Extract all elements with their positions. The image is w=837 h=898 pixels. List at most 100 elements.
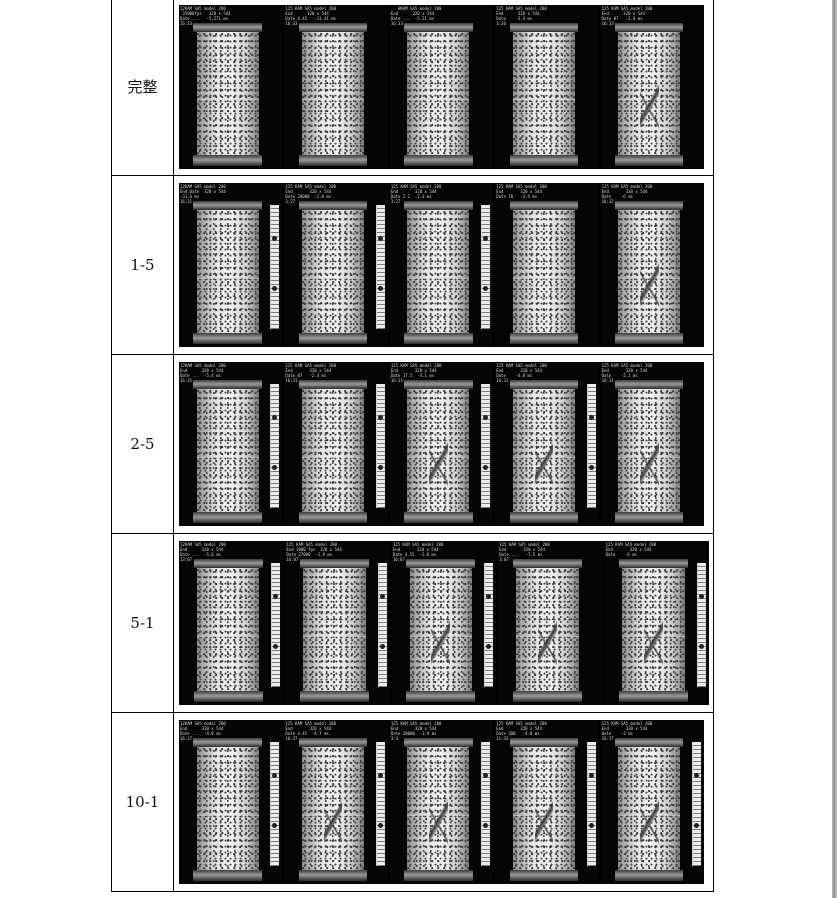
joint-line [407, 456, 470, 458]
camera-frame: 125 KAM SA5 model 200 End 320 x 544 Date… [495, 4, 599, 169]
joint-line [407, 277, 470, 279]
rock-specimen [512, 210, 575, 333]
specimen-photo-table: 完整 12KAM SA5 model 200 35000fps 320 x 544… [111, 0, 714, 892]
joint-line [512, 99, 575, 101]
joint-line [515, 635, 579, 637]
joint-line [512, 456, 575, 458]
joint-line [512, 814, 575, 816]
camera-frame: 125 KAM SA5 model 200 End 320 x 544 Date… [495, 720, 599, 884]
high-speed-camera-strip: 12KAM SA5 model 200 End 320 x 544 Date .… [179, 720, 704, 884]
camera-overlay-text: 125 KAM SA5 model 200 End 320 x 544 Date… [496, 721, 547, 741]
photo-cell: 12KAM SA5 model 200 End 320 x 544 Date .… [173, 712, 714, 892]
upper-platen [193, 201, 262, 210]
rock-specimen [515, 568, 579, 691]
rock-specimen [512, 31, 575, 155]
lower-platen [509, 333, 578, 344]
upper-platen [619, 559, 689, 568]
rock-specimen [407, 210, 470, 333]
row-label: 5-1 [111, 533, 174, 713]
camera-overlay-text: 12KAM SA5 model 200 End Date 320 x 544 -… [180, 184, 226, 204]
upper-platen [404, 738, 473, 747]
joint-line [512, 277, 575, 279]
camera-overlay-text: 125 KAM SA5 model 200 End 320 x 544 Date… [605, 542, 657, 557]
lower-platen [193, 512, 262, 523]
lower-platen [193, 154, 262, 166]
scale-ruler [586, 384, 596, 508]
scale-ruler [270, 384, 280, 508]
camera-overlay-text: 125 KAM SA5 model 200 End 320 x 544 Date… [285, 721, 336, 741]
camera-frame: 12KAM SA5 model 200 End 320 x 544 Date .… [179, 362, 283, 526]
rock-specimen [407, 389, 470, 512]
camera-frame: 125 KAM SA5 model 200 End 320 x 544 Date… [600, 362, 704, 526]
camera-overlay-text: 12KAM SA5 model 200 End 320 x 544 Date .… [180, 542, 226, 562]
camera-overlay-text: 125 KAM SA5 model 200 End 320 x 544 Date… [601, 5, 653, 26]
lower-platen [615, 154, 684, 166]
camera-frame: 125 KAM SA5 model 200 End 320 x 544 Date… [495, 183, 599, 347]
upper-platen [193, 559, 263, 568]
lower-platen [509, 154, 578, 166]
lower-platen [404, 154, 473, 166]
camera-frame: 125 KAM SA5 model 200 End 320 x 544 Date… [389, 362, 494, 526]
joint-line [622, 635, 685, 637]
camera-overlay-text: 125 KAM SA5 model 200 End 320 x 544 Date… [392, 542, 444, 562]
scale-ruler [481, 742, 491, 866]
lower-platen [615, 870, 684, 881]
upper-platen [509, 22, 578, 32]
rock-specimen [196, 568, 260, 691]
camera-overlay-text: 12KAM SA5 model 200 End 320 x 544 Date .… [180, 363, 226, 383]
rock-specimen [196, 389, 259, 512]
high-speed-camera-strip: 12KAM SA5 model 200 End Date 320 x 544 -… [179, 183, 704, 347]
row-label: 1-5 [111, 175, 174, 355]
joint-line [409, 635, 473, 637]
scale-ruler [375, 742, 385, 866]
scale-ruler [692, 742, 702, 866]
upper-platen [512, 559, 582, 568]
rock-specimen [196, 747, 259, 870]
rock-specimen [512, 389, 575, 512]
camera-frame: 125 KAM SA5 model 200 End 320 x 544 Date… [389, 720, 494, 884]
camera-overlay-text: 125 KAM SA5 model 200 End 320 x 544 Date… [285, 363, 336, 383]
lower-platen [509, 512, 578, 523]
upper-platen [300, 559, 369, 568]
rock-specimen [301, 210, 365, 333]
upper-platen [193, 738, 262, 747]
photo-cell: 12KAM SA5 model 200 End 320 x 544 Date .… [173, 533, 714, 713]
camera-frame: 125 KAM SA5 model 200 End 320 x 544 Date… [284, 720, 388, 884]
lower-platen [298, 870, 368, 881]
joint-line [196, 277, 259, 279]
rock-specimen [301, 31, 365, 155]
camera-overlay-text: 125 KAM SA5 model 200 End 320 x 544 Date… [496, 184, 547, 199]
camera-frame: 12KAM SA5 model 200 End 320 x 544 Date .… [179, 541, 284, 705]
camera-frame: 12KAM SA5 model 200 End 320 x 544 Date .… [179, 720, 283, 884]
lower-platen [193, 870, 262, 881]
joint-line [303, 635, 366, 637]
upper-platen [509, 738, 578, 747]
lower-platen [298, 333, 368, 344]
upper-platen [298, 201, 368, 210]
joint-line [407, 814, 470, 816]
joint-line [618, 277, 681, 279]
camera-frame: 125 KAM SA5 model 200 End 320 x 544 Date… [391, 541, 497, 705]
camera-overlay-text: 125 KAM SA5 model 200 End 320 x 544 Date… [601, 184, 653, 204]
scale-ruler [697, 563, 707, 687]
scale-ruler [377, 563, 387, 687]
lower-platen [193, 333, 262, 344]
lower-platen [406, 691, 476, 702]
upper-platen [193, 380, 262, 389]
lower-platen [298, 154, 368, 166]
camera-overlay-text: 125 KAM SA5 model 200 End 320 x 544 Date… [601, 721, 653, 741]
rock-specimen [301, 389, 365, 512]
camera-frame: 125 KAM SA5 model 200 End 320 x 544 Date… [498, 541, 603, 705]
rock-specimen [622, 568, 685, 691]
high-speed-camera-strip: 12KAM SA5 model 200 35000fps 320 x 544 D… [179, 4, 704, 169]
rock-specimen [618, 747, 681, 870]
lower-platen [404, 512, 473, 523]
camera-overlay-text: HKAM SA5 model 200 End 320 x 544 Date ..… [390, 5, 442, 26]
joint-line [196, 635, 260, 637]
camera-overlay-text: 125 KAM SA5 model 200 End 1000 fps 320 x… [286, 542, 342, 562]
camera-frame: HKAM SA5 model 200 End 320 x 544 Date ..… [389, 4, 494, 169]
scale-ruler [375, 384, 385, 508]
camera-frame: 125 KAM SA5 model 200 End 1000 fps 320 x… [285, 541, 390, 705]
lower-platen [404, 870, 473, 881]
joint-line [301, 277, 365, 279]
